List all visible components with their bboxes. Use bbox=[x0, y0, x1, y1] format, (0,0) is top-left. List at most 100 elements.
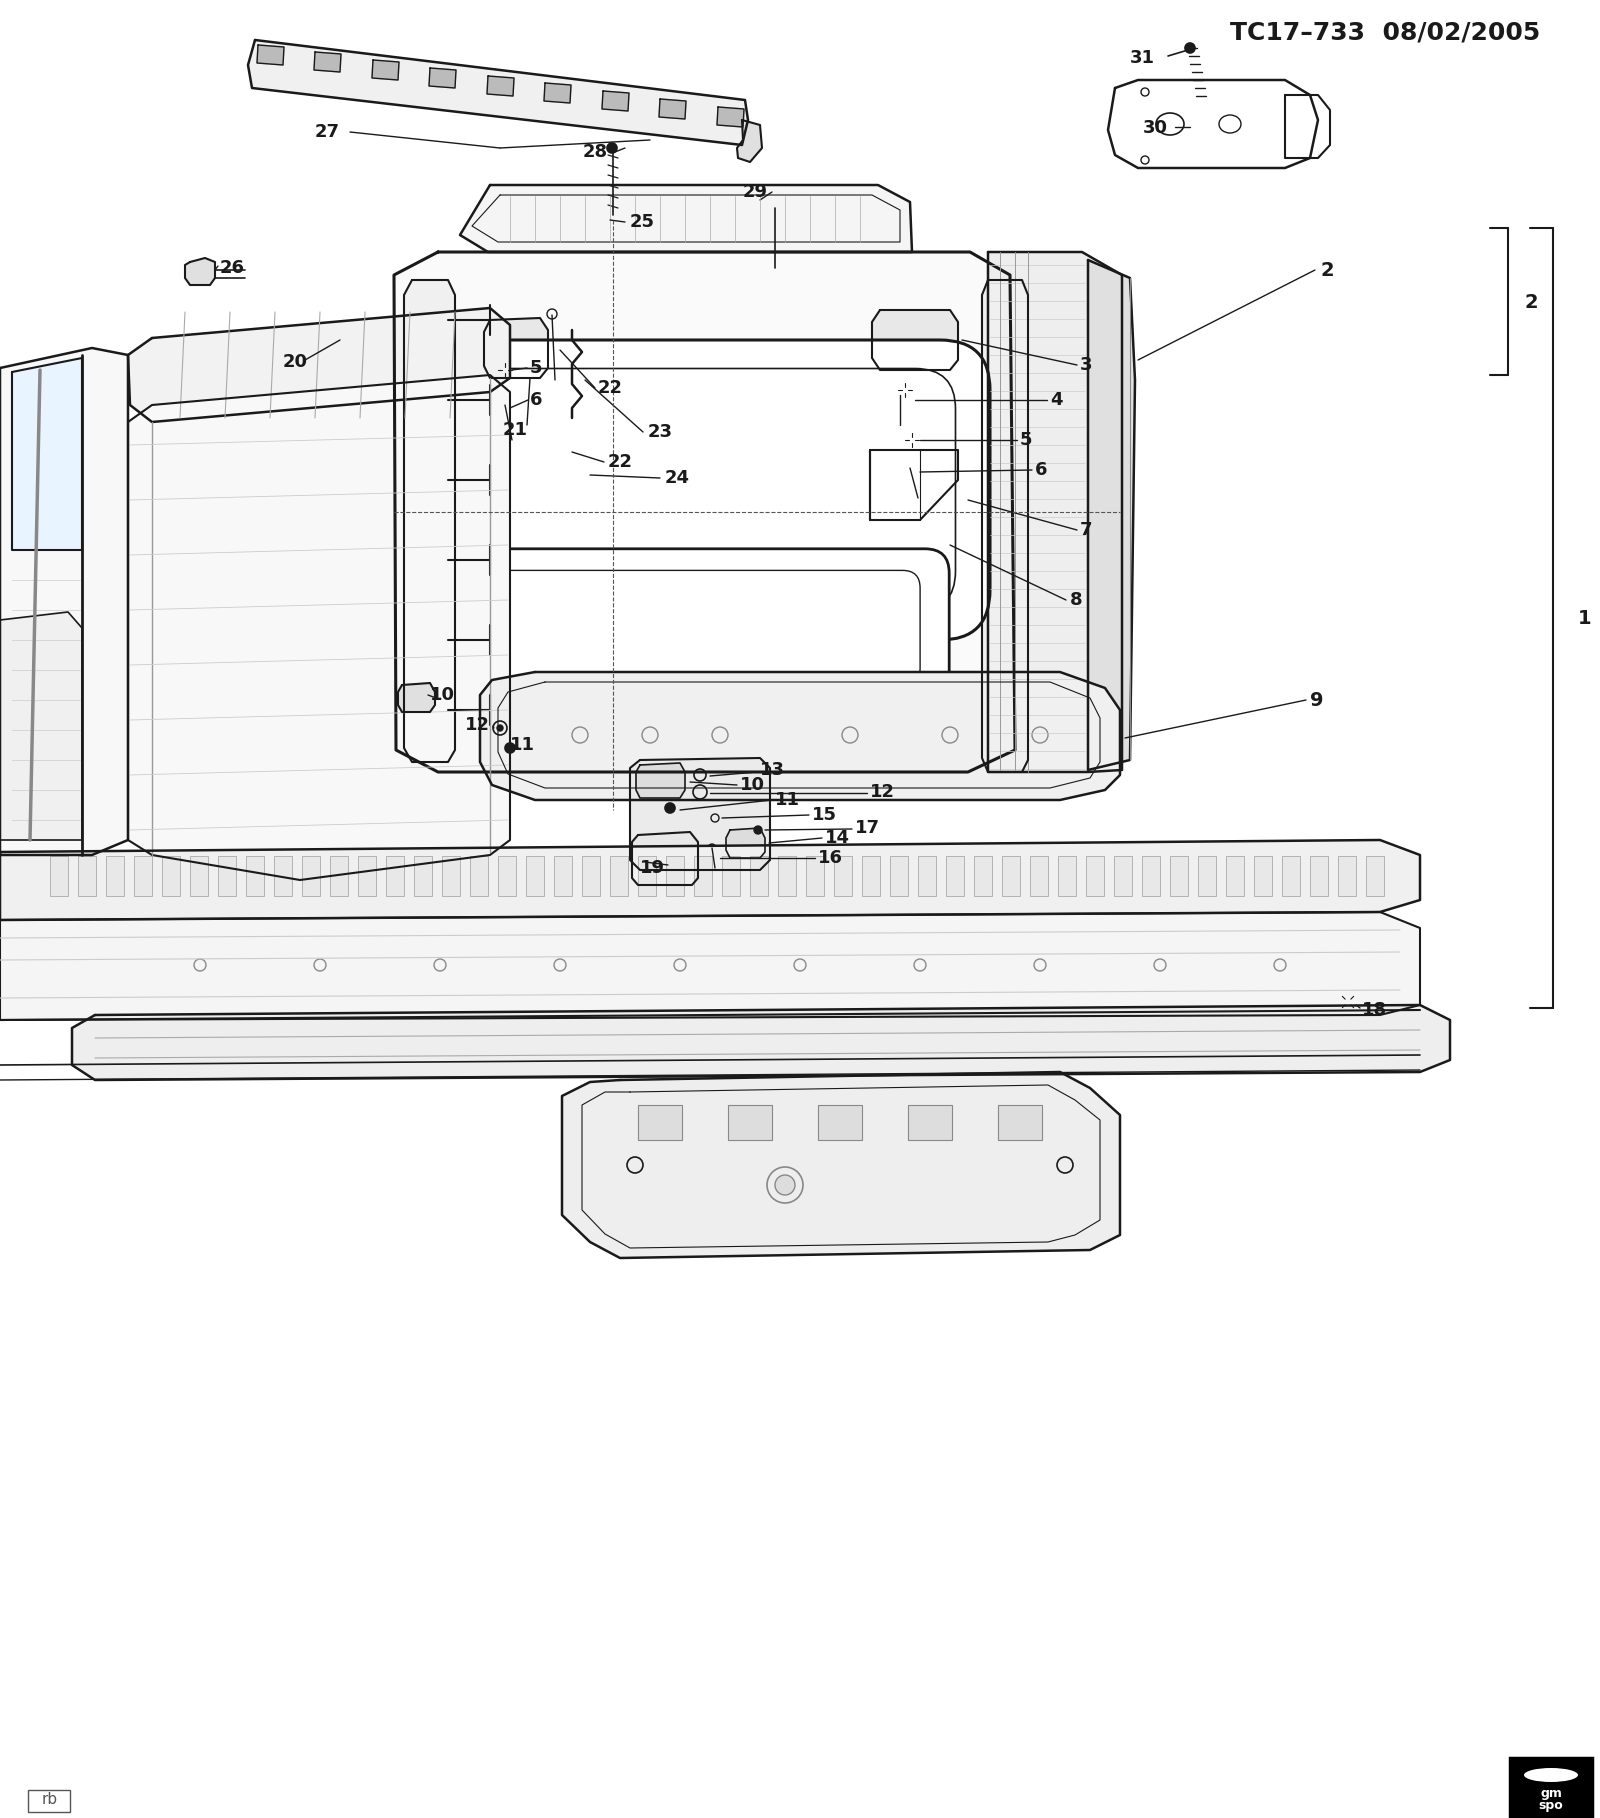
Bar bbox=[414, 856, 432, 896]
Polygon shape bbox=[602, 91, 629, 111]
Text: 12: 12 bbox=[870, 784, 894, 802]
Bar bbox=[1058, 856, 1075, 896]
Bar bbox=[498, 856, 515, 896]
Polygon shape bbox=[248, 40, 749, 145]
Circle shape bbox=[771, 196, 779, 204]
Bar bbox=[106, 856, 125, 896]
Bar bbox=[918, 856, 936, 896]
Polygon shape bbox=[637, 764, 685, 798]
Bar bbox=[1514, 1762, 1587, 1813]
Text: 11: 11 bbox=[774, 791, 800, 809]
Polygon shape bbox=[72, 1005, 1450, 1080]
Text: 1: 1 bbox=[1578, 609, 1592, 627]
Bar bbox=[610, 856, 627, 896]
Text: 21: 21 bbox=[502, 422, 528, 438]
Bar bbox=[1030, 856, 1048, 896]
Polygon shape bbox=[738, 120, 762, 162]
Bar bbox=[728, 1105, 771, 1140]
Bar bbox=[834, 856, 851, 896]
Ellipse shape bbox=[1523, 1767, 1578, 1782]
Text: 9: 9 bbox=[1310, 691, 1323, 709]
Text: 2: 2 bbox=[1320, 260, 1334, 280]
Bar bbox=[526, 856, 544, 896]
Bar bbox=[190, 856, 208, 896]
Polygon shape bbox=[486, 76, 514, 96]
Bar bbox=[1002, 856, 1021, 896]
Bar bbox=[1226, 856, 1245, 896]
Bar bbox=[946, 856, 963, 896]
Bar bbox=[1114, 856, 1133, 896]
Bar bbox=[806, 856, 824, 896]
Text: 12: 12 bbox=[466, 716, 490, 734]
Bar bbox=[778, 856, 797, 896]
Text: 2: 2 bbox=[1525, 293, 1539, 311]
Bar bbox=[274, 856, 291, 896]
Bar bbox=[666, 856, 685, 896]
Polygon shape bbox=[128, 375, 510, 880]
Circle shape bbox=[666, 804, 675, 813]
Bar bbox=[750, 856, 768, 896]
Text: 20: 20 bbox=[283, 353, 307, 371]
Circle shape bbox=[498, 725, 502, 731]
Polygon shape bbox=[461, 185, 912, 253]
Text: 13: 13 bbox=[760, 762, 786, 778]
Text: 14: 14 bbox=[826, 829, 850, 847]
Text: 30: 30 bbox=[1142, 118, 1168, 136]
Bar bbox=[1198, 856, 1216, 896]
Text: 6: 6 bbox=[530, 391, 542, 409]
Text: 10: 10 bbox=[430, 685, 454, 704]
Text: 15: 15 bbox=[813, 805, 837, 824]
Text: 27: 27 bbox=[315, 124, 339, 142]
Bar bbox=[1282, 856, 1299, 896]
Polygon shape bbox=[989, 253, 1122, 773]
Bar bbox=[162, 856, 179, 896]
Polygon shape bbox=[726, 827, 765, 858]
FancyBboxPatch shape bbox=[450, 571, 920, 685]
Bar bbox=[1254, 856, 1272, 896]
Polygon shape bbox=[717, 107, 744, 127]
Bar bbox=[386, 856, 403, 896]
Bar bbox=[890, 856, 909, 896]
Text: 4: 4 bbox=[1050, 391, 1062, 409]
Polygon shape bbox=[483, 318, 547, 378]
Bar bbox=[638, 856, 656, 896]
Circle shape bbox=[707, 844, 717, 853]
Bar bbox=[134, 856, 152, 896]
Text: TC17–733  08/02/2005: TC17–733 08/02/2005 bbox=[1230, 20, 1541, 44]
Polygon shape bbox=[0, 840, 1421, 920]
Bar bbox=[50, 856, 67, 896]
Polygon shape bbox=[371, 60, 398, 80]
Polygon shape bbox=[394, 253, 1014, 773]
Polygon shape bbox=[544, 84, 571, 104]
Bar bbox=[1338, 856, 1357, 896]
Polygon shape bbox=[13, 358, 82, 551]
Text: 22: 22 bbox=[598, 378, 622, 396]
Bar bbox=[694, 856, 712, 896]
Circle shape bbox=[1341, 994, 1355, 1009]
Polygon shape bbox=[659, 98, 686, 118]
FancyBboxPatch shape bbox=[410, 340, 990, 640]
Circle shape bbox=[606, 144, 618, 153]
Text: 5: 5 bbox=[530, 358, 542, 376]
Polygon shape bbox=[186, 258, 214, 285]
FancyBboxPatch shape bbox=[421, 549, 949, 707]
Text: gm: gm bbox=[1541, 1787, 1562, 1800]
Text: 28: 28 bbox=[582, 144, 608, 162]
Circle shape bbox=[501, 402, 509, 409]
Text: 6: 6 bbox=[1035, 462, 1048, 478]
Bar bbox=[1310, 856, 1328, 896]
Text: 10: 10 bbox=[739, 776, 765, 794]
Bar bbox=[1086, 856, 1104, 896]
Bar bbox=[998, 1105, 1042, 1140]
Circle shape bbox=[1186, 44, 1195, 53]
Text: 5: 5 bbox=[1021, 431, 1032, 449]
Text: 22: 22 bbox=[608, 453, 634, 471]
Bar bbox=[638, 1105, 682, 1140]
Polygon shape bbox=[480, 673, 1120, 800]
Bar bbox=[582, 856, 600, 896]
Polygon shape bbox=[403, 280, 454, 762]
Polygon shape bbox=[398, 684, 435, 713]
Bar bbox=[29, 1791, 70, 1813]
Text: 7: 7 bbox=[1080, 522, 1093, 538]
Bar bbox=[218, 856, 237, 896]
